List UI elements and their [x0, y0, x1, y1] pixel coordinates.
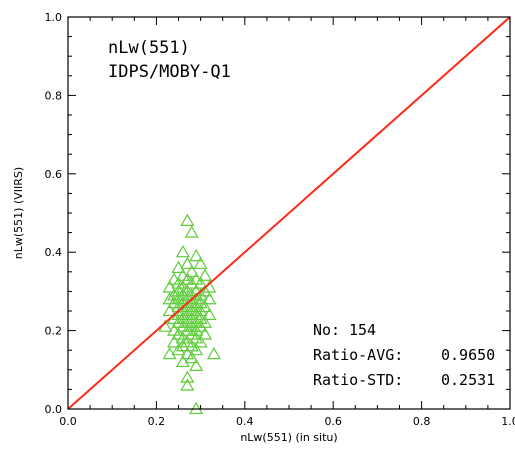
- data-point: [184, 350, 199, 364]
- data-point: [184, 276, 199, 289]
- y-axis-label: nLw(551) (VIIRS): [12, 167, 25, 259]
- y-tick-label: 1.0: [45, 11, 63, 24]
- data-point: [193, 335, 208, 348]
- stat-ratio-avg-label: Ratio-AVG:: [313, 346, 403, 364]
- data-point: [180, 370, 195, 383]
- data-point: [189, 248, 204, 262]
- data-point: [189, 342, 204, 356]
- y-tick-label: 0.0: [45, 403, 63, 416]
- data-point: [171, 260, 186, 273]
- y-tick-label: 0.4: [45, 246, 63, 259]
- one-to-one-line: [67, 16, 511, 410]
- stat-count-value: 154: [349, 321, 376, 339]
- data-point: [162, 346, 177, 360]
- data-point: [184, 264, 199, 277]
- data-point: [197, 268, 213, 281]
- data-point: [180, 213, 195, 226]
- x-tick-label: 1.0: [501, 415, 515, 428]
- chart-title-line-1: nLw(551): [108, 38, 190, 58]
- data-point: [175, 244, 190, 258]
- y-tick-label: 0.8: [45, 89, 63, 102]
- data-point: [180, 378, 195, 391]
- data-point: [189, 401, 204, 415]
- data-point: [167, 335, 182, 348]
- x-tick-label: 0.0: [59, 415, 77, 428]
- data-point: [162, 280, 177, 293]
- data-point: [184, 225, 199, 238]
- data-point: [175, 354, 190, 368]
- data-point: [193, 276, 208, 289]
- x-tick-label: 0.6: [324, 415, 342, 428]
- data-point: [162, 303, 177, 317]
- x-tick-label: 0.2: [148, 415, 166, 428]
- data-point: [202, 292, 217, 305]
- x-tick-label: 0.8: [413, 415, 431, 428]
- data-point: [193, 256, 208, 270]
- chart-title-line-2: IDPS/MOBY-Q1: [108, 62, 231, 82]
- stat-count-label: No:: [313, 321, 340, 339]
- x-axis-label: nLw(551) (in situ): [240, 431, 337, 444]
- y-tick-label: 0.2: [45, 325, 63, 338]
- stat-ratio-std-value: 0.2531: [441, 371, 495, 389]
- data-point: [197, 327, 213, 340]
- x-tick-label: 0.4: [236, 415, 254, 428]
- data-point: [206, 346, 221, 360]
- y-tick-label: 0.6: [45, 168, 63, 181]
- data-point: [189, 358, 204, 371]
- data-points: [158, 213, 221, 415]
- stat-ratio-std-label: Ratio-STD:: [313, 371, 403, 389]
- data-point: [171, 342, 186, 356]
- axis-ticks: 0.0 0.2 0.4 0.6 0.8 1.0 0.0 0.2 0.4 0.6 0.8 1.0: [45, 11, 515, 428]
- stat-ratio-avg-value: 0.9650: [441, 346, 495, 364]
- data-point: [180, 256, 195, 270]
- data-point: [202, 307, 217, 321]
